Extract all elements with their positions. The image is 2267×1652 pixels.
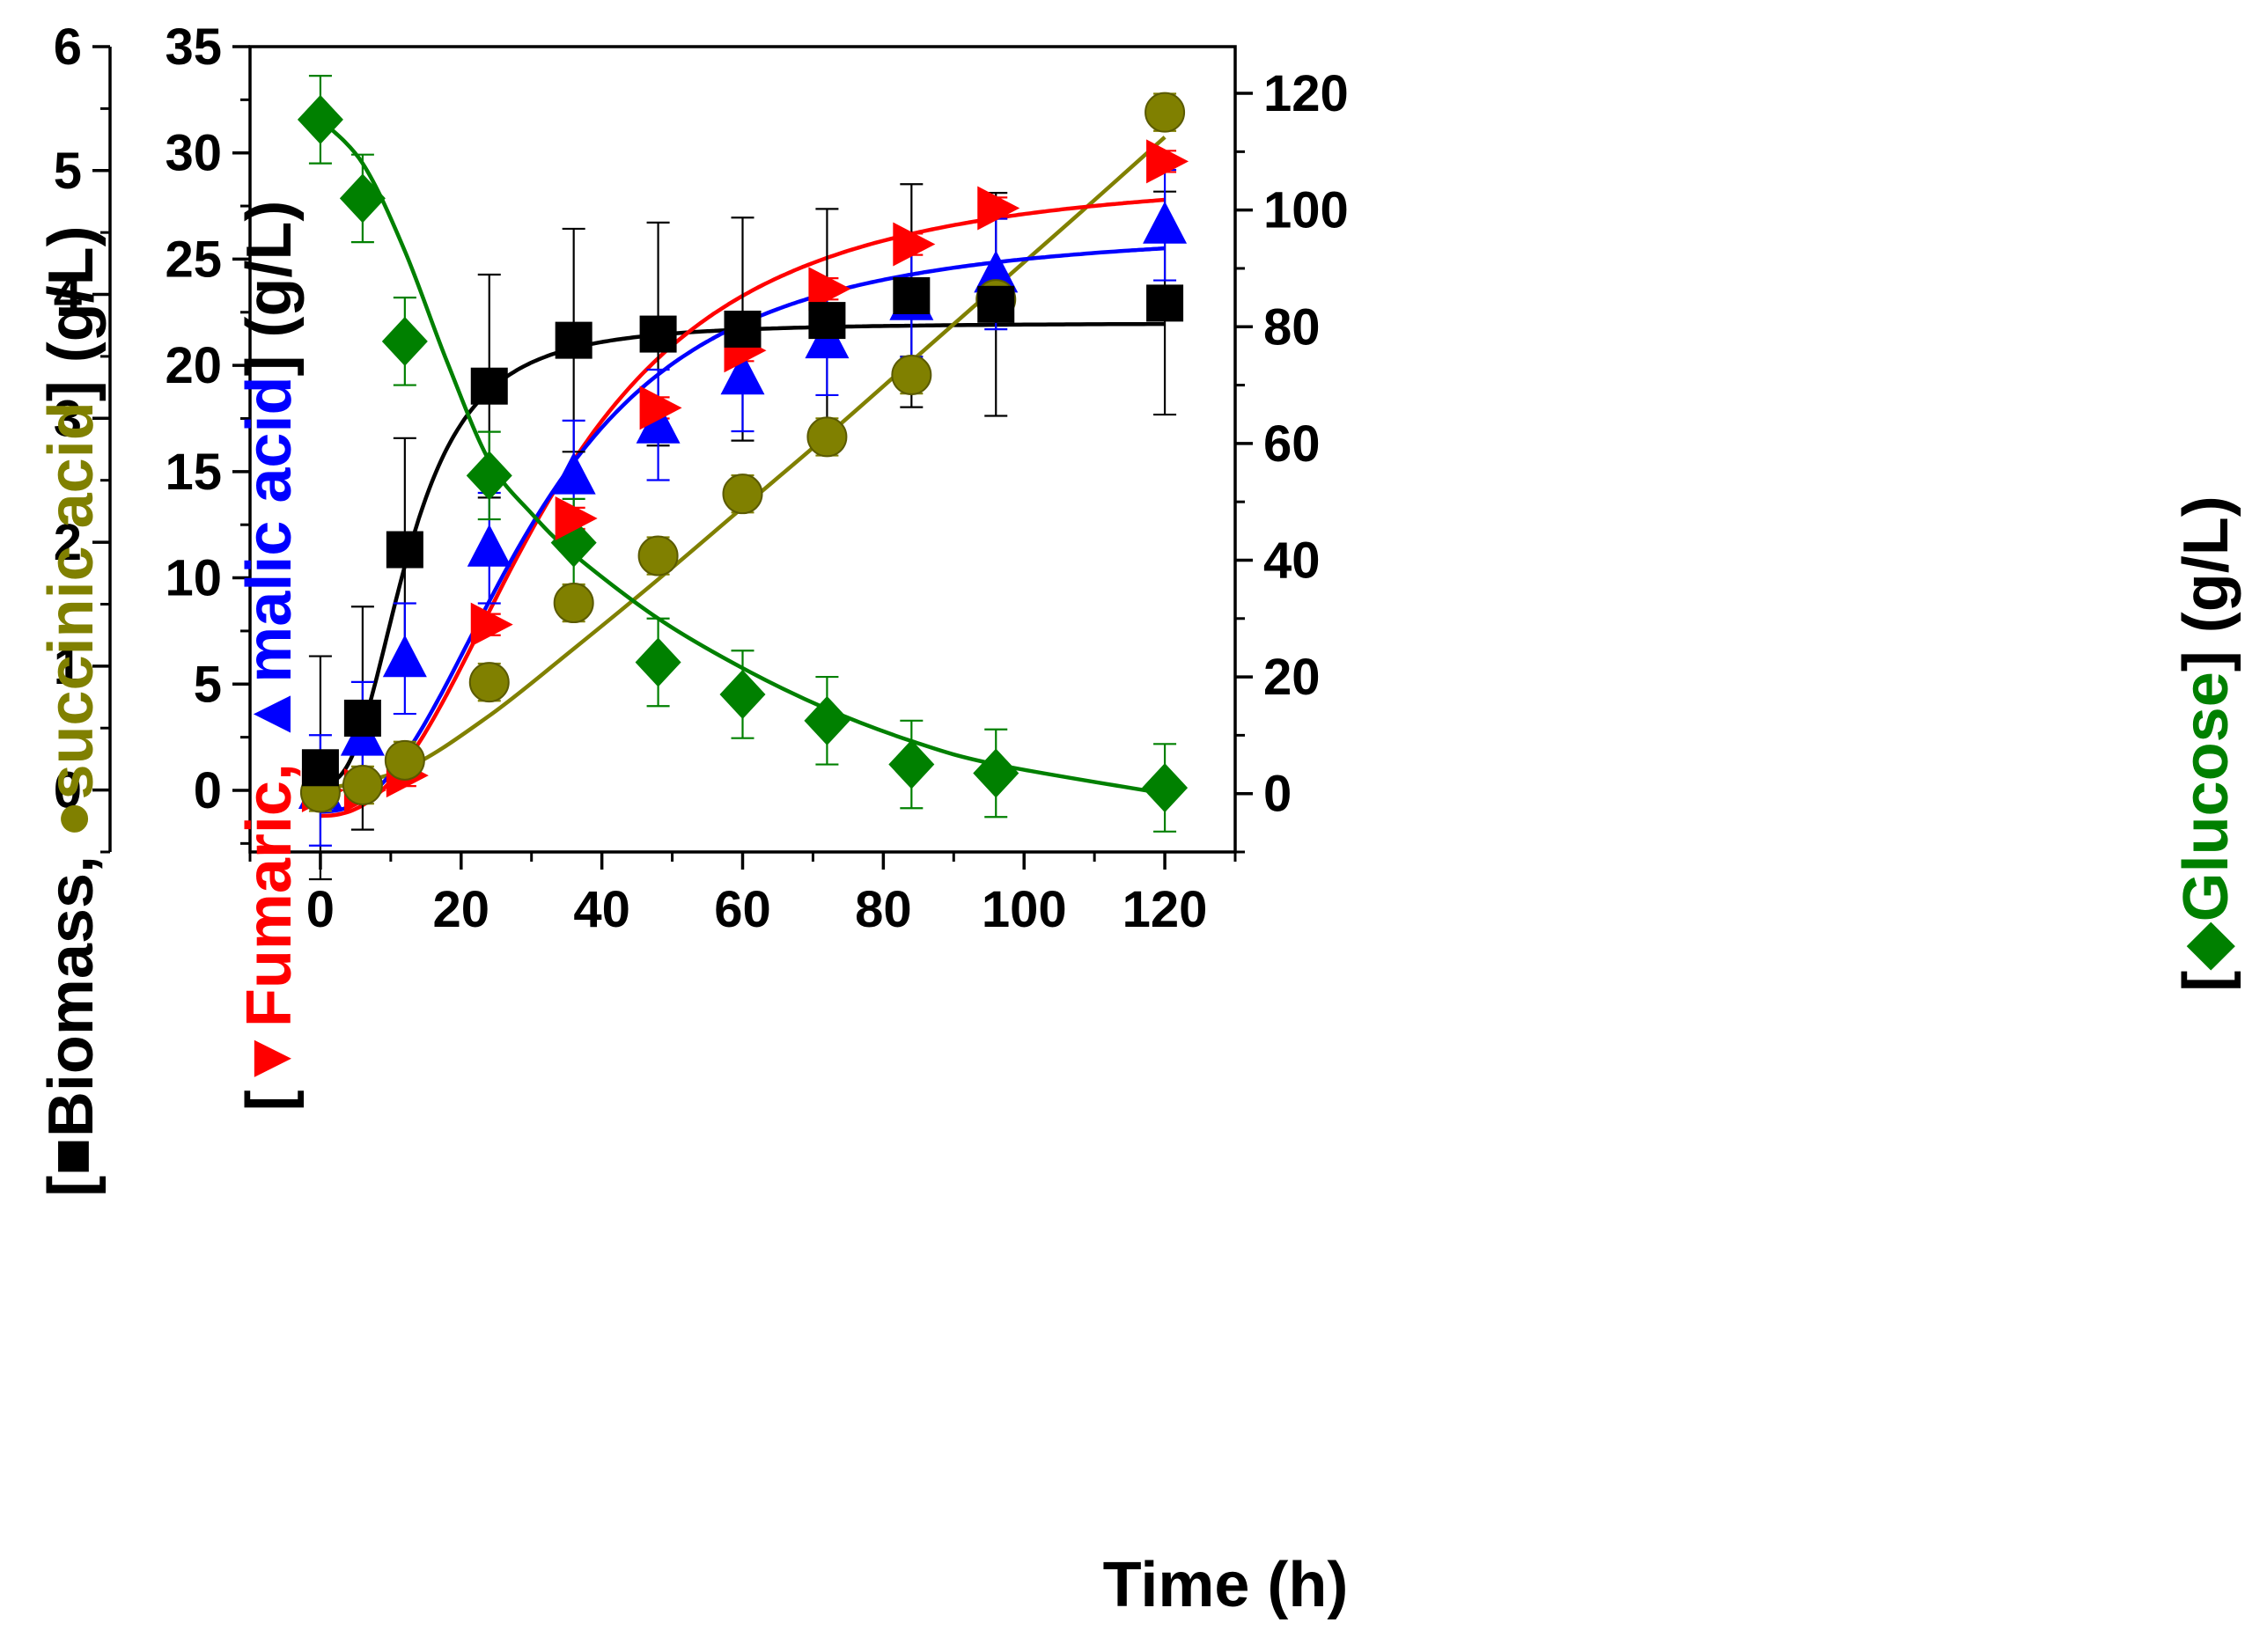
acids-tick-label: 0 <box>194 762 222 819</box>
succinic-acid-point <box>384 739 425 781</box>
error-bars <box>308 75 1177 881</box>
x-tick-label: 80 <box>855 881 912 938</box>
acids-tick-label: 15 <box>165 444 222 501</box>
glucose-point <box>1142 763 1189 813</box>
biomass-tick-label: 3 <box>54 390 82 447</box>
biomass-point <box>977 285 1015 323</box>
malic-acid-point <box>551 452 596 495</box>
biomass-point <box>301 749 339 787</box>
glucose-point <box>804 695 850 745</box>
acids-tick-label: 35 <box>165 18 222 76</box>
fumaric-acid-point <box>977 186 1020 231</box>
biomass-point <box>386 531 423 569</box>
glucose-point <box>297 94 343 144</box>
biomass-point <box>893 276 931 314</box>
y3-title-units: ] (g/L) <box>2171 496 2241 672</box>
y2-title-bracket-open: [ <box>234 1090 305 1111</box>
glucose-tick-label: 20 <box>1263 649 1321 706</box>
biomass-tick-label: 1 <box>54 638 82 695</box>
acids-tick-label: 20 <box>165 337 222 394</box>
succinic-acid-point <box>806 416 848 458</box>
x-axis-title: Time (h) <box>1103 1550 1349 1620</box>
succinic-acid-point <box>637 535 679 576</box>
y1-title-bracket-open: [ <box>36 1176 107 1197</box>
fumaric-malic-axis-title: [▼Fumaric, ▲malic acid] (g/L) <box>234 201 305 1112</box>
acids-tick-label: 25 <box>165 231 222 288</box>
fumaric-acid-point <box>893 222 936 267</box>
biomass-tick-label: 5 <box>54 143 82 200</box>
succinic-acid-point <box>722 474 763 515</box>
biomass-point <box>470 367 508 405</box>
glucose-point <box>466 451 512 501</box>
acids-tick-label: 10 <box>165 550 222 607</box>
succinic-acid-point <box>468 662 510 703</box>
x-tick-label: 0 <box>306 881 335 938</box>
glucose-tick-label: 100 <box>1263 182 1349 239</box>
y1-title-units: ] (g/L) <box>36 225 107 401</box>
y2-title-up-triangle-symbol: ▲ <box>234 683 305 745</box>
glucose-tick-label: 0 <box>1263 766 1292 823</box>
y1-title-biomass: Biomass, <box>36 838 107 1137</box>
fumaric-acid-point <box>1146 139 1189 184</box>
glucose-point <box>719 669 766 719</box>
y3-title-glucose: Glucose <box>2171 672 2241 921</box>
glucose-point <box>635 637 681 687</box>
fumaric-acid-point <box>470 602 513 647</box>
y2-title-malic: malic acid <box>234 377 305 683</box>
glucose-point <box>888 739 935 789</box>
malic-acid-point <box>636 400 681 444</box>
y1-title-square-symbol: ■ <box>36 1137 107 1176</box>
x-tick-label: 60 <box>714 881 771 938</box>
y1-title-succinic: succinic acid <box>36 401 107 799</box>
glucose-point <box>381 316 428 366</box>
succinic-acid-point <box>891 355 932 396</box>
biomass-succinic-axis-title: [■Biomass, ●succinic acid] (g/L) <box>36 225 107 1196</box>
succinic-acid-point <box>1145 92 1186 133</box>
fumaric-acid-point <box>808 267 851 312</box>
glucose-tick-label: 60 <box>1263 415 1321 473</box>
malic-acid-point <box>720 352 765 395</box>
glucose-axis-title: [◆Glucose] (g/L) <box>2171 496 2241 991</box>
biomass-point <box>808 302 846 340</box>
x-tick-label: 120 <box>1122 881 1208 938</box>
biomass-tick-label: 2 <box>54 514 82 571</box>
y3-title-diamond-symbol: ◆ <box>2171 921 2241 971</box>
biomass-tick-label: 0 <box>54 762 82 819</box>
glucose-tick-label: 40 <box>1263 532 1321 589</box>
glucose-tick-label: 120 <box>1263 65 1349 122</box>
biomass-point <box>343 699 381 737</box>
fumaric-acid-point <box>555 496 598 540</box>
biomass-point <box>555 321 593 359</box>
y2-title-units: ] (g/L) <box>234 201 305 377</box>
y1-title-circle-symbol: ● <box>36 800 107 839</box>
y3-title-bracket-open: [ <box>2171 971 2241 992</box>
acids-tick-label: 5 <box>194 656 222 713</box>
x-tick-label: 40 <box>573 881 630 938</box>
biomass-tick-label: 4 <box>54 267 82 324</box>
biomass-tick-label: 6 <box>54 18 82 76</box>
acids-tick-label: 30 <box>165 125 222 182</box>
biomass-point <box>639 315 677 353</box>
x-tick-label: 20 <box>433 881 490 938</box>
glucose-tick-label: 80 <box>1263 298 1321 356</box>
biomass-point <box>724 310 762 348</box>
malic-acid-point <box>467 524 512 567</box>
glucose-fit-curve <box>319 118 1166 796</box>
y2-title-down-triangle-symbol: ▼ <box>234 1027 305 1090</box>
axes: 0 20 40 60 80 100 1200510152025303501234560204… <box>54 18 1349 938</box>
biomass-point <box>1146 284 1184 322</box>
malic-acid-point <box>974 250 1019 293</box>
succinic-acid-point <box>342 764 383 805</box>
x-tick-label: 100 <box>982 881 1067 938</box>
fumaric-acid-point <box>639 385 682 430</box>
malic-acid-point <box>1143 201 1188 244</box>
data-points <box>297 92 1189 813</box>
glucose-point <box>973 748 1019 798</box>
y2-title-fumaric: Fumaric, <box>234 745 305 1027</box>
malic-acid-point <box>382 635 427 678</box>
succinic-acid-point <box>553 583 594 624</box>
glucose-point <box>339 173 386 224</box>
